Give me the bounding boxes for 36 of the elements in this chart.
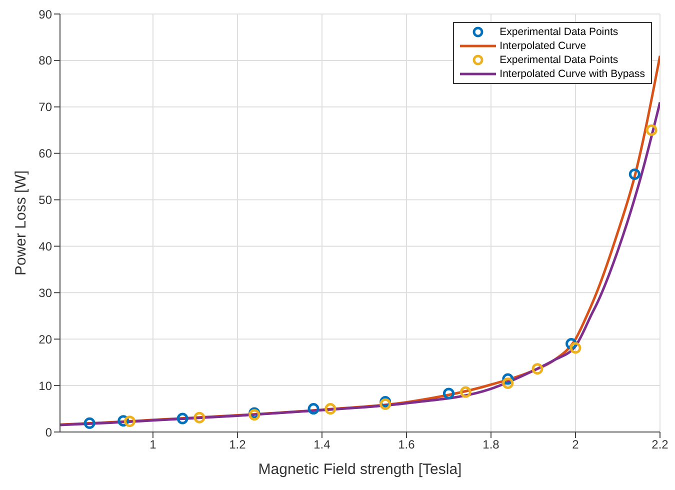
y-tick-label: 70 bbox=[38, 100, 52, 114]
x-tick-label: 1.6 bbox=[398, 438, 416, 452]
point bbox=[570, 342, 582, 354]
legend-label: Interpolated Curve with Bypass bbox=[500, 67, 645, 81]
point bbox=[460, 386, 472, 398]
point bbox=[532, 363, 544, 375]
point bbox=[194, 412, 206, 424]
y-tick-label: 30 bbox=[38, 286, 52, 300]
legend-label: Experimental Data Points bbox=[500, 25, 618, 39]
y-tick-label: 60 bbox=[38, 146, 52, 161]
x-tick-label: 2.2 bbox=[652, 438, 669, 452]
y-tick-label: 20 bbox=[38, 332, 52, 346]
point bbox=[628, 168, 640, 180]
point bbox=[124, 416, 136, 428]
y-tick-label: 40 bbox=[38, 239, 52, 254]
x-axis-title: Magnetic Field strength [Tesla] bbox=[258, 461, 462, 478]
x-tick-label: 1.2 bbox=[229, 438, 246, 452]
x-tick-label: 1.4 bbox=[314, 438, 331, 452]
y-tick-label: 80 bbox=[38, 54, 52, 68]
x-tick-label: 1.8 bbox=[482, 438, 500, 452]
y-axis-title: Power Loss [W] bbox=[12, 170, 30, 276]
point bbox=[176, 412, 188, 424]
y-tick-label: 50 bbox=[38, 193, 52, 208]
x-tick-label: 1 bbox=[150, 438, 157, 452]
point bbox=[646, 124, 658, 136]
y-tick-label: 10 bbox=[38, 378, 52, 393]
y-tick-label: 90 bbox=[38, 7, 52, 22]
point bbox=[308, 403, 320, 415]
point bbox=[442, 388, 454, 400]
x-tick-label: 2 bbox=[572, 438, 580, 452]
point bbox=[324, 403, 336, 415]
legend-label: Experimental Data Points bbox=[500, 53, 618, 67]
point bbox=[502, 377, 514, 389]
legend-label: Interpolated Curve bbox=[500, 39, 586, 53]
y-tick-label: 0 bbox=[45, 425, 52, 440]
point bbox=[84, 417, 96, 429]
